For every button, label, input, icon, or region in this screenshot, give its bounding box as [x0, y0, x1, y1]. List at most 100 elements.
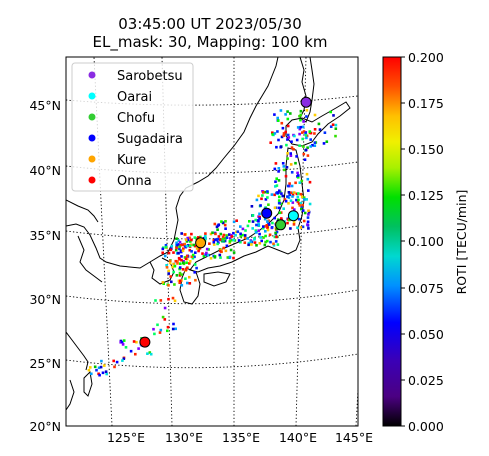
roti-point: [195, 247, 199, 250]
roti-point: [190, 250, 193, 253]
legend-marker-sarobetsu: [88, 71, 96, 79]
roti-point: [122, 339, 126, 342]
station-markers: [139, 96, 312, 348]
roti-point: [291, 193, 295, 197]
roti-point: [172, 270, 175, 274]
roti-point: [171, 265, 174, 269]
roti-point: [280, 217, 283, 220]
roti-point: [297, 202, 301, 205]
roti-point: [258, 217, 261, 220]
roti-point: [214, 238, 217, 241]
roti-point: [274, 162, 278, 165]
roti-point: [182, 247, 185, 250]
roti-point: [222, 233, 226, 237]
roti-point: [235, 219, 238, 222]
lat-label-30: 30°N: [29, 292, 61, 307]
roti-point: [184, 257, 188, 261]
roti-point: [167, 284, 170, 287]
roti-point: [282, 168, 286, 172]
roti-point: [191, 256, 195, 260]
roti-point: [306, 216, 310, 219]
roti-point: [232, 231, 235, 235]
station-marker-kure: [195, 237, 207, 249]
roti-point: [163, 254, 167, 258]
roti-point: [302, 130, 306, 133]
roti-point: [212, 243, 216, 246]
roti-point: [284, 174, 288, 178]
map-frame: [65, 56, 359, 427]
roti-point: [301, 137, 304, 141]
roti-point: [239, 225, 242, 228]
roti-point: [249, 240, 253, 244]
roti-point: [313, 144, 317, 147]
roti-point: [257, 229, 260, 232]
roti-point: [165, 266, 169, 269]
roti-point: [204, 232, 207, 235]
roti-point: [277, 206, 281, 210]
roti-point: [179, 243, 183, 247]
roti-point: [273, 235, 277, 239]
roti-point: [308, 180, 312, 184]
roti-point: [282, 134, 285, 137]
roti-point: [253, 241, 257, 244]
roti-point: [228, 241, 232, 245]
roti-point: [270, 226, 274, 229]
roti-point: [304, 131, 307, 135]
china-coast-north: [77, 235, 103, 283]
roti-point: [193, 244, 197, 248]
roti-point: [273, 206, 277, 210]
map-title-settings: EL_mask: 30, Mapping: 100 km: [92, 33, 328, 51]
roti-point: [273, 132, 277, 135]
roti-point: [286, 184, 290, 188]
roti-point: [301, 209, 305, 212]
roti-point: [209, 232, 213, 236]
roti-point: [263, 190, 267, 194]
roti-point: [279, 145, 283, 148]
roti-point: [268, 233, 272, 237]
roti-point: [287, 202, 290, 205]
roti-point: [188, 260, 192, 263]
roti-point: [292, 148, 295, 151]
roti-point: [161, 281, 165, 284]
roti-point: [306, 177, 310, 181]
roti-point: [206, 253, 209, 257]
legend-item-sugadaira: Sugadaira: [88, 132, 183, 147]
legend-item-oarai: Oarai: [88, 90, 152, 105]
roti-point: [300, 205, 303, 208]
roti-point: [274, 185, 277, 188]
roti-point: [259, 204, 262, 207]
roti-point: [204, 237, 207, 240]
roti-point: [277, 179, 281, 182]
roti-point: [188, 248, 192, 252]
roti-point: [301, 131, 304, 134]
roti-point: [307, 227, 310, 230]
roti-point: [216, 228, 219, 231]
roti-point: [299, 201, 303, 205]
lon-label-130: 130°E: [165, 430, 203, 445]
legend-item-chofu: Chofu: [88, 111, 155, 126]
roti-point: [232, 238, 235, 242]
colorbar-tick-0050: 0.050: [408, 327, 444, 342]
roti-point: [305, 198, 308, 201]
roti-point: [217, 235, 221, 238]
roti-point: [290, 140, 293, 143]
roti-colorbar: 0.200 0.175 0.150 0.125 0.100 0.075 0.05…: [382, 50, 469, 434]
lat-label-35: 35°N: [29, 228, 61, 243]
roti-point: [322, 142, 326, 145]
roti-point: [288, 218, 291, 222]
roti-point: [218, 253, 222, 257]
roti-point: [180, 255, 183, 258]
roti-point: [299, 125, 303, 129]
roti-point: [296, 176, 300, 179]
roti-point: [212, 239, 216, 242]
roti-point: [276, 130, 279, 133]
roti-point: [224, 220, 227, 223]
roti-point: [221, 235, 225, 239]
roti-point: [173, 264, 177, 268]
roti-point: [177, 251, 180, 255]
roti-point: [308, 130, 312, 133]
roti-point: [246, 224, 250, 228]
roti-point: [246, 237, 249, 240]
roti-point: [282, 132, 286, 135]
roti-point: [202, 254, 206, 258]
